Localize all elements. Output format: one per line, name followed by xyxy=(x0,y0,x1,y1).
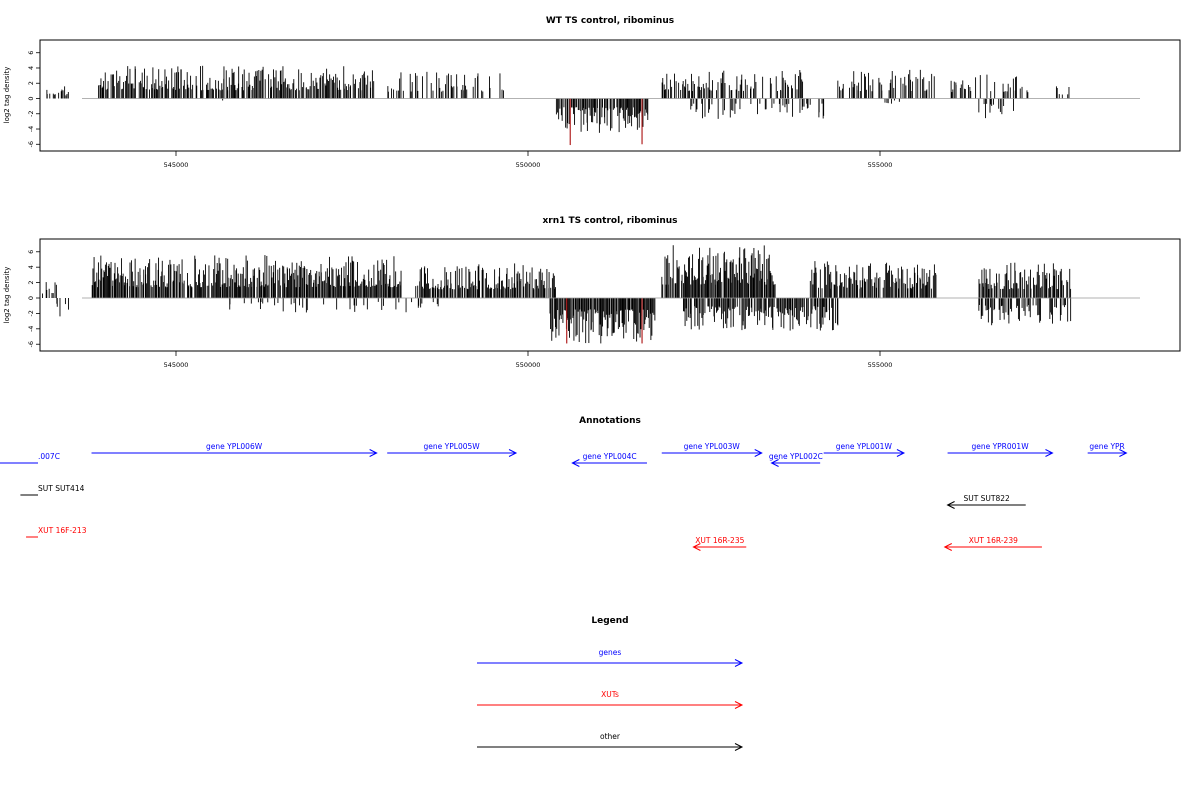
panel-title: WT TS control, ribominus xyxy=(546,16,674,26)
arrow-head xyxy=(1045,449,1054,457)
y-axis-label: log2 tag density xyxy=(3,67,11,124)
y-tick-label: 6 xyxy=(27,250,35,254)
y-axis-label: log2 tag density xyxy=(3,267,11,324)
feature-gene: .007C xyxy=(0,452,60,464)
plot-frame xyxy=(39,39,1181,152)
feature-label: gene YPR xyxy=(1089,442,1124,451)
coverage-bars xyxy=(42,245,1072,344)
y-tick-label: 4 xyxy=(27,66,35,70)
feature-xut: XUT 16R-239 xyxy=(943,536,1042,551)
coverage-bars xyxy=(46,65,1070,146)
x-tick-label: 555000 xyxy=(868,161,893,169)
feature-track: .007C gene YPL006W gene YPL005W gene YPL004… xyxy=(0,442,1128,551)
feature-label: SUT SUT822 xyxy=(963,494,1010,503)
feature-gene: gene YPL003W xyxy=(661,442,763,457)
feature-xut: XUT 16F-213 xyxy=(26,526,87,538)
feature-gene: gene YPL005W xyxy=(387,442,518,457)
arrow-head xyxy=(508,449,518,457)
x-tick-label: 555000 xyxy=(868,361,893,369)
legend-title: Legend xyxy=(591,616,628,626)
y-tick-label: 6 xyxy=(27,51,35,55)
x-axis: 545000 550000 555000 xyxy=(164,350,893,369)
annotations-title: Annotations xyxy=(579,416,641,426)
feature-label: XUT 16R-239 xyxy=(969,536,1018,545)
feature-label: gene YPL006W xyxy=(206,442,263,451)
feature-label: gene YPR001W xyxy=(971,442,1029,451)
y-tick-label: 0 xyxy=(27,296,35,300)
feature-gene: gene YPR001W xyxy=(947,442,1054,457)
feature-label: gene YPL003W xyxy=(684,442,741,451)
y-tick-label: 0 xyxy=(27,96,35,100)
feature-label: SUT SUT414 xyxy=(38,484,85,493)
feature-gene: gene YPL006W xyxy=(91,442,378,457)
feature-label: XUT 16F-213 xyxy=(38,526,87,535)
legend-label: XUTs xyxy=(601,690,619,699)
arrow-head xyxy=(1119,449,1128,457)
y-tick-label: 2 xyxy=(27,81,35,85)
legend-label: other xyxy=(600,732,621,741)
arrow-head xyxy=(943,543,952,551)
plot-frame xyxy=(39,238,1181,352)
feature-other: SUT SUT414 xyxy=(20,484,85,496)
y-tick-label: 2 xyxy=(27,281,35,285)
feature-label: gene YPL001W xyxy=(836,442,893,451)
y-tick-label: -4 xyxy=(27,126,35,132)
feature-other: SUT SUT822 xyxy=(946,494,1026,509)
arrow-head xyxy=(946,501,955,509)
feature-label: .007C xyxy=(38,452,60,461)
x-tick-label: 550000 xyxy=(516,361,541,369)
y-tick-label: -6 xyxy=(27,341,35,347)
y-tick-label: -2 xyxy=(27,111,35,117)
arrow-head xyxy=(734,659,744,667)
legend-item-xut: XUTs xyxy=(477,690,744,709)
arrow-head xyxy=(770,459,779,467)
y-axis: -6 -4 -2 0 2 4 6 xyxy=(27,51,41,148)
legend-item-other: other xyxy=(477,732,744,751)
legend-item-gene: genes xyxy=(477,648,744,667)
feature-gene: gene YPL002C xyxy=(769,452,823,467)
arrow-head xyxy=(571,459,580,467)
arrow-head xyxy=(754,449,763,457)
feature-gene: gene YPL004C xyxy=(571,452,647,467)
legend-label: genes xyxy=(599,648,622,657)
y-tick-label: -4 xyxy=(27,326,35,332)
legend: Legend genes XUTs other xyxy=(477,616,744,751)
y-tick-label: -2 xyxy=(27,310,35,316)
arrow-head xyxy=(896,449,906,457)
arrow-head xyxy=(369,449,378,457)
x-axis: 545000 550000 555000 xyxy=(164,150,893,169)
panel-title: xrn1 TS control, ribominus xyxy=(542,216,677,226)
y-tick-label: 4 xyxy=(27,265,35,269)
xrn1-coverage-panel: xrn1 TS control, ribominus log2 tag dens… xyxy=(3,216,1181,369)
legend-items: genes XUTs other xyxy=(477,648,744,751)
arrow-head xyxy=(692,543,701,551)
wt-coverage-panel: WT TS control, ribominus log2 tag densit… xyxy=(3,16,1181,169)
arrow-head xyxy=(734,743,744,751)
arrow-head xyxy=(734,701,744,709)
x-tick-label: 545000 xyxy=(164,161,189,169)
feature-gene: gene YPL001W xyxy=(823,442,906,457)
x-tick-label: 550000 xyxy=(516,161,541,169)
feature-label: gene YPL004C xyxy=(583,452,637,461)
feature-xut: XUT 16R-235 xyxy=(692,536,747,551)
x-tick-label: 545000 xyxy=(164,361,189,369)
feature-label: XUT 16R-235 xyxy=(695,536,744,545)
y-axis: -6 -4 -2 0 2 4 6 xyxy=(27,250,41,347)
feature-label: gene YPL005W xyxy=(424,442,481,451)
y-tick-label: -6 xyxy=(27,141,35,147)
annotations-panel: Annotations .007C gene YPL006W gene YPL005… xyxy=(0,416,1128,551)
feature-gene: gene YPR xyxy=(1087,442,1128,457)
feature-label: gene YPL002C xyxy=(769,452,823,461)
